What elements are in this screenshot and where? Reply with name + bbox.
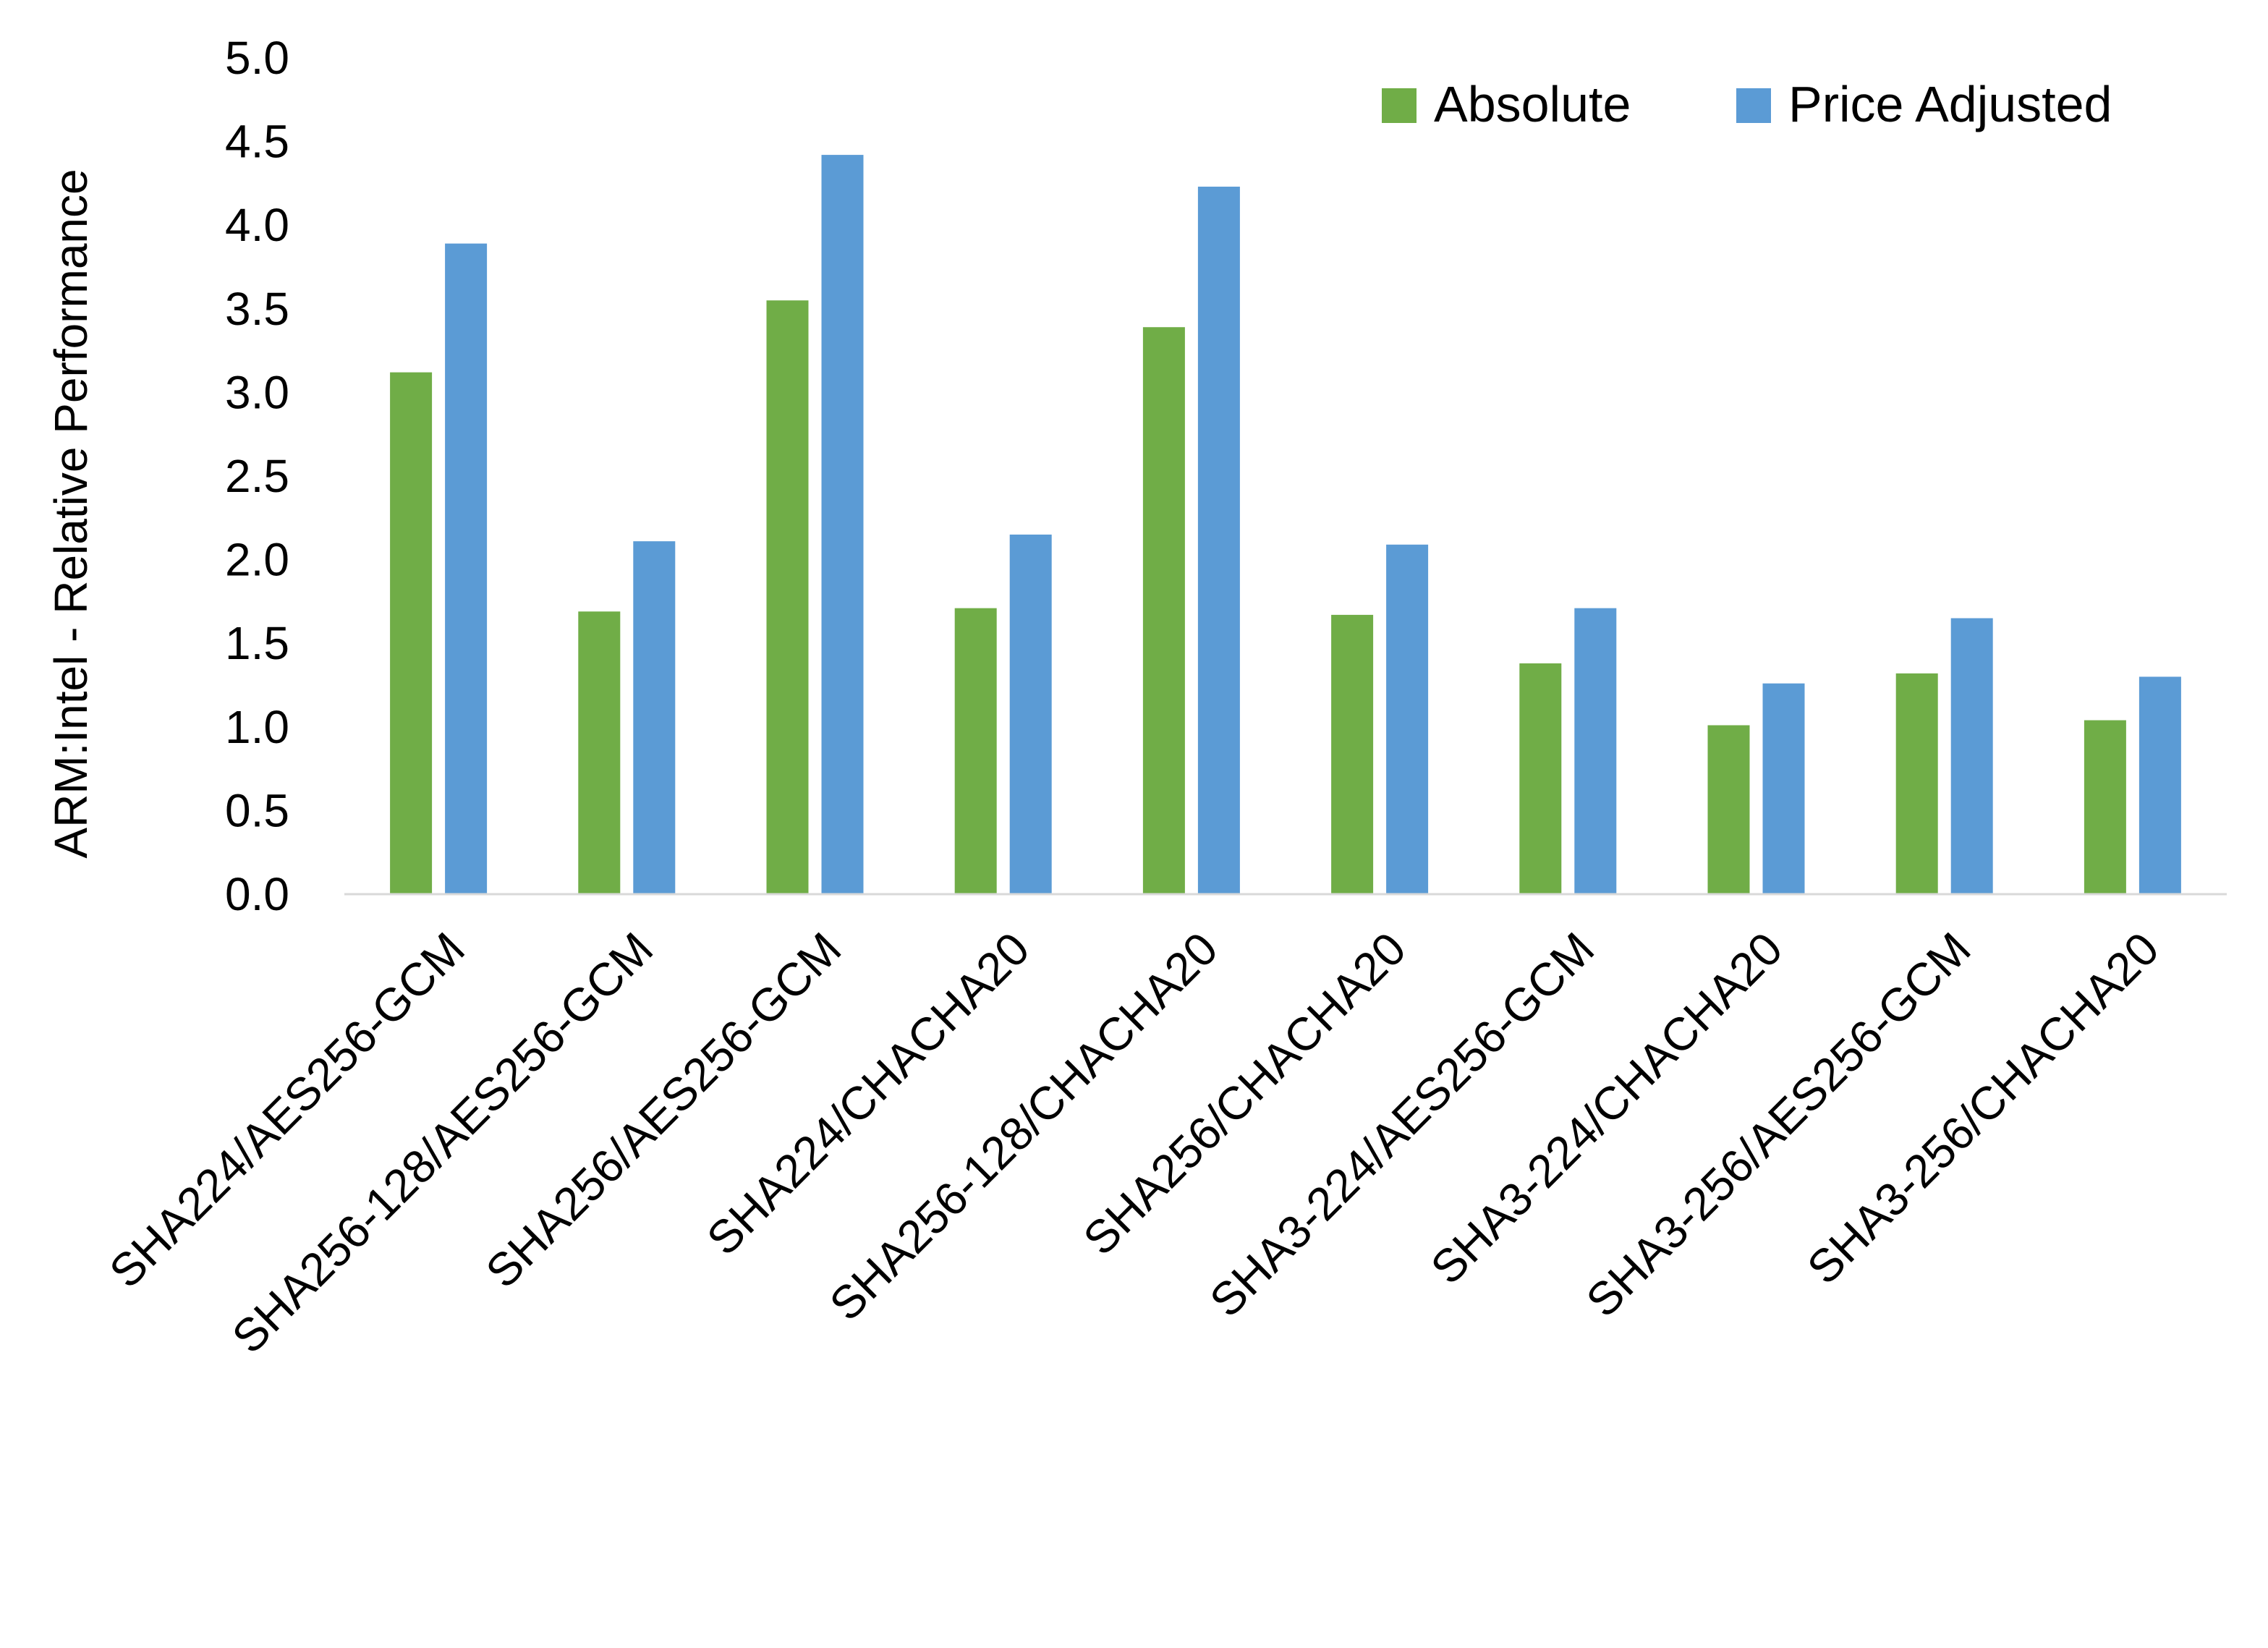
- bar-absolute: [1707, 725, 1750, 894]
- x-tick-label: SHA256/AES256-GCM: [476, 922, 851, 1298]
- bar-price-adjusted: [1009, 534, 1052, 894]
- bar-absolute: [1519, 663, 1562, 894]
- bar-price-adjusted: [1386, 544, 1429, 894]
- x-tick-label: SHA224/AES256-GCM: [99, 922, 475, 1298]
- bar-absolute: [2084, 720, 2126, 894]
- bar-absolute: [1331, 614, 1374, 894]
- y-tick-label: 0.0: [225, 868, 289, 920]
- x-tick-label: SHA256/CHACHA20: [1074, 922, 1416, 1265]
- bar-price-adjusted: [2139, 676, 2181, 894]
- y-tick-label: 1.0: [225, 701, 289, 753]
- bar-absolute: [390, 372, 433, 894]
- legend: Absolute Price Adjusted: [1382, 76, 2112, 132]
- x-tick-label: SHA3-256/AES256-GCM: [1576, 922, 1981, 1327]
- legend-swatch: [1736, 88, 1771, 123]
- bar-price-adjusted: [821, 155, 864, 894]
- y-tick-label: 0.5: [225, 784, 289, 836]
- x-tick-label: SHA3-256/CHACHA20: [1797, 922, 2169, 1294]
- x-tick-label: SHA224/CHACHA20: [697, 922, 1039, 1265]
- y-axis-label: ARM:Intel - Relative Performance: [45, 169, 97, 858]
- bar-absolute: [766, 300, 809, 894]
- legend-swatch: [1382, 88, 1417, 123]
- legend-label: Price Adjusted: [1788, 76, 2112, 132]
- bar-price-adjusted: [445, 243, 488, 895]
- bar-price-adjusted: [1574, 608, 1617, 894]
- x-tick-label: SHA3-224/CHACHA20: [1421, 922, 1793, 1294]
- bar-absolute: [578, 611, 621, 894]
- x-tick-label: SHA256-128/CHACHA20: [820, 922, 1228, 1330]
- bar-absolute: [954, 608, 997, 894]
- y-tick-label: 2.5: [225, 450, 289, 502]
- bar-price-adjusted: [633, 541, 676, 894]
- x-tick-label: SHA3-224/AES256-GCM: [1199, 922, 1604, 1327]
- bar-price-adjusted: [1950, 618, 1993, 894]
- bar-absolute: [1895, 673, 1938, 894]
- y-tick-label: 1.5: [225, 617, 289, 669]
- y-tick-label: 3.0: [225, 366, 289, 418]
- y-tick-label: 4.0: [225, 199, 289, 251]
- bar-absolute: [1142, 327, 1185, 894]
- bar-price-adjusted: [1762, 683, 1805, 894]
- bar-price-adjusted: [1197, 187, 1240, 894]
- y-tick-label: 5.0: [225, 32, 289, 84]
- y-tick-label: 4.5: [225, 116, 289, 168]
- y-tick-label: 2.0: [225, 534, 289, 586]
- legend-label: Absolute: [1434, 76, 1631, 132]
- y-tick-label: 3.5: [225, 283, 289, 335]
